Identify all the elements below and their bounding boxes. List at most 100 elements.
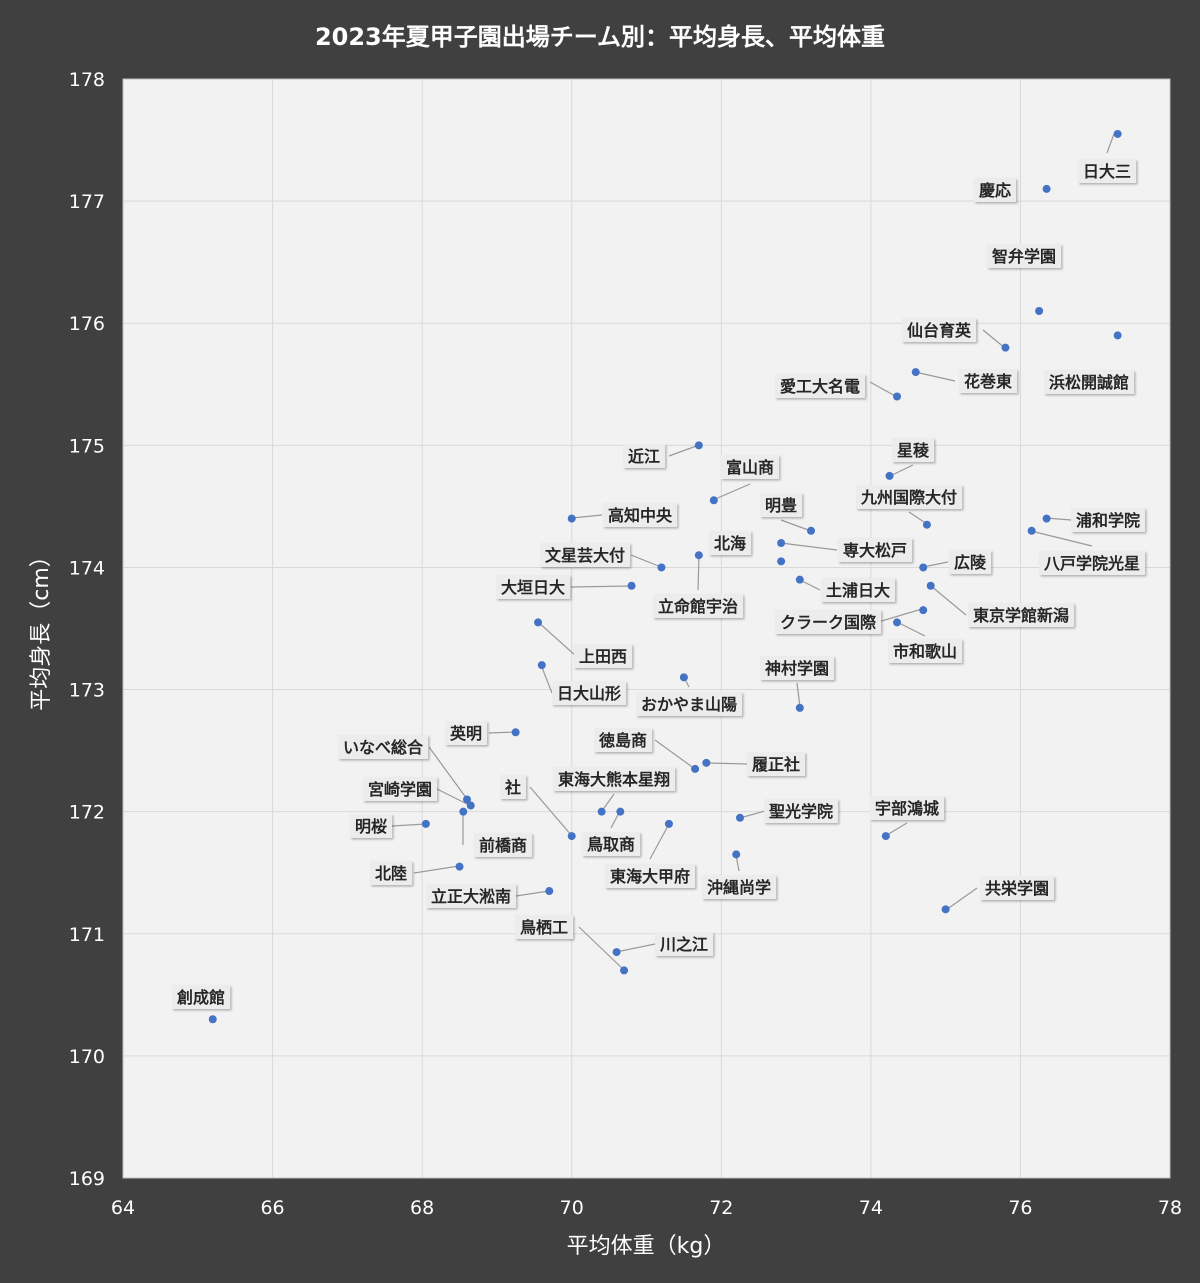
leader-line bbox=[796, 682, 801, 708]
data-point bbox=[777, 557, 786, 566]
data-label-text: 社 bbox=[504, 778, 521, 797]
leader-line bbox=[922, 561, 949, 568]
data-point bbox=[1027, 526, 1036, 535]
data-label-background bbox=[967, 603, 1075, 627]
data-label-text: 智弁学園 bbox=[992, 247, 1056, 266]
leader-line bbox=[712, 483, 751, 501]
leader-line bbox=[428, 746, 468, 800]
data-label-text: 創成館 bbox=[176, 988, 225, 1007]
y-tick-label: 173 bbox=[69, 680, 105, 702]
data-label-text: 鳥取商 bbox=[587, 835, 635, 854]
data-point bbox=[893, 392, 902, 401]
x-tick-label: 72 bbox=[709, 1197, 733, 1219]
data-label: 星稜 bbox=[891, 438, 935, 462]
data-label: 立命館宇治 bbox=[652, 594, 744, 618]
data-point bbox=[795, 703, 804, 712]
data-point bbox=[709, 496, 718, 505]
data-point bbox=[466, 801, 475, 810]
leader-line bbox=[529, 786, 573, 837]
data-label-background bbox=[573, 644, 633, 668]
data-point bbox=[534, 618, 543, 627]
leader-line bbox=[436, 788, 472, 807]
data-label: 広陵 bbox=[948, 550, 992, 574]
leader-line bbox=[799, 579, 821, 591]
data-label: 近江 bbox=[622, 444, 666, 468]
data-label: 履正社 bbox=[746, 752, 806, 776]
data-label: 仙台育英 bbox=[901, 318, 977, 342]
data-label: 専大松戸 bbox=[837, 538, 913, 562]
data-point bbox=[421, 819, 430, 828]
data-label-background bbox=[551, 681, 627, 705]
data-label-background bbox=[979, 876, 1055, 900]
plot-area bbox=[123, 79, 1170, 1178]
data-point bbox=[597, 807, 606, 816]
data-label: 大垣日大 bbox=[495, 575, 571, 599]
data-point bbox=[732, 850, 741, 859]
data-label: 聖光学院 bbox=[763, 799, 839, 823]
leader-line bbox=[1106, 133, 1115, 154]
data-label: 東海大甲府 bbox=[604, 864, 696, 888]
leader-line bbox=[896, 621, 926, 637]
leader-line bbox=[780, 542, 838, 551]
data-label-background bbox=[820, 578, 896, 602]
data-label-background bbox=[602, 503, 678, 527]
leader-line bbox=[654, 739, 696, 770]
data-label-background bbox=[499, 775, 527, 799]
leader-line bbox=[391, 823, 427, 827]
data-point bbox=[1001, 343, 1010, 352]
leader-line bbox=[488, 731, 517, 734]
leader-line bbox=[982, 329, 1006, 349]
plot-border bbox=[122, 78, 1171, 1179]
x-axis-ticks: 64 66 68 70 72 74 76 78 bbox=[111, 1197, 1182, 1219]
data-point bbox=[612, 948, 621, 957]
data-label: 九州国際大付 bbox=[855, 485, 963, 509]
leader-line bbox=[630, 554, 662, 568]
data-label-text: 上田西 bbox=[579, 647, 627, 666]
data-point bbox=[1042, 184, 1051, 193]
data-label-background bbox=[622, 444, 666, 468]
data-point bbox=[922, 520, 931, 529]
data-label: いなべ総合 bbox=[337, 735, 429, 759]
x-tick-label: 68 bbox=[410, 1197, 434, 1219]
data-label: 明豊 bbox=[759, 493, 803, 517]
data-label-text: クラーク国際 bbox=[780, 613, 877, 632]
data-point bbox=[919, 606, 928, 615]
chart-title: 2023年夏甲子園出場チーム別：平均身長、平均体重 bbox=[315, 23, 885, 51]
data-label-text: 神村学園 bbox=[765, 659, 829, 678]
data-point bbox=[679, 673, 688, 682]
data-label-text: 八戸学院光星 bbox=[1043, 554, 1140, 573]
data-label-text: 愛工大名電 bbox=[780, 377, 860, 396]
data-label-text: 北陸 bbox=[375, 864, 407, 883]
leader-line bbox=[578, 926, 625, 971]
data-point bbox=[627, 581, 636, 590]
data-label-text: 東海大甲府 bbox=[610, 867, 690, 886]
leader-line bbox=[780, 519, 812, 532]
y-tick-label: 170 bbox=[69, 1046, 105, 1068]
leader-line bbox=[914, 371, 956, 382]
data-label: 宇部鴻城 bbox=[869, 796, 945, 820]
data-point bbox=[911, 368, 920, 377]
data-label-background bbox=[986, 244, 1062, 268]
data-point bbox=[545, 887, 554, 896]
data-label: 花巻東 bbox=[958, 369, 1018, 393]
data-label: 前橋商 bbox=[473, 833, 533, 857]
data-point bbox=[567, 832, 576, 841]
data-label-background bbox=[171, 985, 231, 1009]
data-label-background bbox=[349, 814, 393, 838]
data-label-background bbox=[973, 178, 1017, 202]
data-label-text: 英明 bbox=[449, 724, 482, 743]
data-label-background bbox=[901, 318, 977, 342]
data-label-background bbox=[581, 832, 641, 856]
data-label: 創成館 bbox=[171, 985, 231, 1009]
data-label-text: 明桜 bbox=[355, 817, 387, 836]
data-label: 神村学園 bbox=[759, 656, 835, 680]
data-label-text: 富山商 bbox=[726, 458, 774, 477]
data-label-text: 履正社 bbox=[752, 755, 800, 774]
data-label: 東海大熊本星翔 bbox=[552, 767, 676, 791]
data-label-background bbox=[774, 610, 882, 634]
x-tick-label: 74 bbox=[859, 1197, 883, 1219]
leader-line bbox=[668, 444, 700, 457]
data-label-background bbox=[837, 538, 913, 562]
data-point bbox=[616, 807, 625, 816]
